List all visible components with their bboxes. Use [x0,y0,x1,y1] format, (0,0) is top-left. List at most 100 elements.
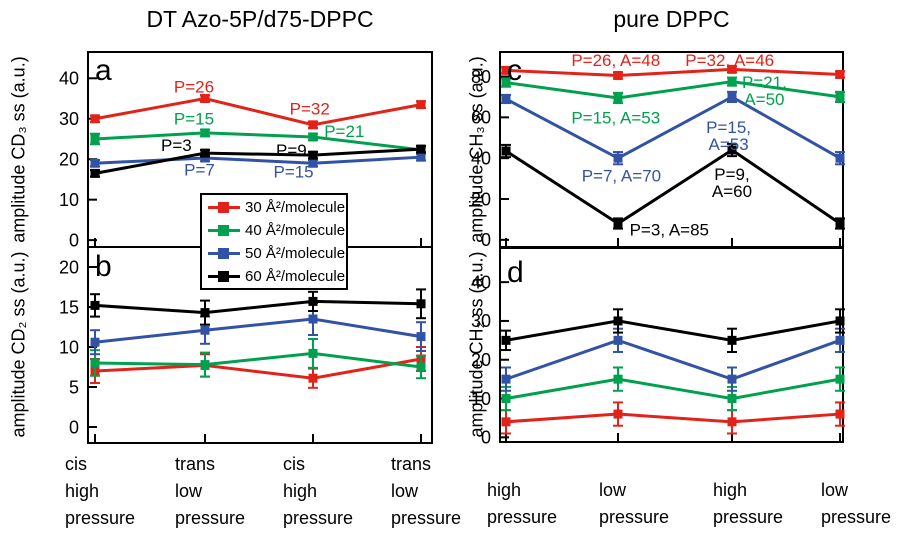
data-marker [200,308,210,318]
data-marker [200,148,210,158]
x-category-label: low pressure [821,480,892,527]
legend-item: 50 Å²/molecule [208,242,346,264]
legend-box: 30 Å²/molecule 40 Å²/molecule 50 Å²/molecu… [200,193,348,290]
data-marker [835,69,845,79]
series-40-molecule [501,366,845,412]
y-axis-label-panel-d: amplitude CH₂ ss (a.u.) [466,251,487,438]
y-axis-label-panel-b: amplitude CD₂ ss (a.u.) [8,251,29,438]
y-tick-label: 10 [471,389,491,409]
panel-a: 0 10 20 30 40 P=26 P=15 P=3 P=9 P=32 P=21 P=7 P=15 [59,51,433,250]
data-marker [501,94,511,104]
data-marker [416,144,426,154]
point-annotation: P=15 [174,110,214,129]
y-tick-label: 0 [481,230,491,250]
data-marker [501,65,511,75]
panel-frame [499,51,844,248]
series-50-molecule [501,327,845,392]
x-category-label: high pressure [713,480,784,527]
data-line [505,67,841,77]
data-marker [200,128,210,138]
legend-marker-icon [208,244,240,262]
data-marker [200,360,210,370]
series-30-molecule [90,94,426,130]
data-marker [727,394,737,404]
legend-item: 40 Å²/molecule [208,219,346,241]
data-marker [501,394,511,404]
data-marker [835,316,845,326]
legend-square [218,225,229,236]
panel-d: 0 10 20 30 40 [471,247,845,448]
data-line [505,148,841,226]
left-column-title: DT Azo-5P/d75-DPPC [146,6,374,32]
data-line [94,147,422,175]
legend-label: 30 Å²/molecule [245,198,346,216]
point-annotation: P=26, A=48 [571,51,660,70]
series-30-molecule [501,401,845,435]
data-line [505,377,841,401]
y-tick-label: 30 [471,311,491,331]
data-marker [835,153,845,163]
series-40-molecule [90,338,426,380]
x-category-label: trans low pressure [391,454,462,528]
series-60-molecule [90,288,426,326]
point-annotation: P=15, [706,118,751,137]
data-marker [90,114,100,124]
y-tick-label: 0 [481,428,491,448]
legend-item: 30 Å²/molecule [208,196,346,218]
data-marker [501,146,511,156]
y-tick-label: 20 [59,150,79,170]
point-annotation: P=15, A=53 [571,108,660,127]
data-line [94,317,422,344]
y-tick-label: 20 [471,350,491,370]
data-marker [613,335,623,345]
point-annotation: A=60 [712,182,752,201]
data-line [505,338,841,381]
data-marker [727,64,737,74]
point-annotation: P=21, [742,73,787,92]
panel-c: 0 20 40 60 80 P=26, A=48 P=32, A=46 P=15, A=53 P… [471,51,845,250]
y-tick-label: 80 [471,67,491,87]
point-annotation: P=7 [184,160,215,179]
data-marker [727,417,737,427]
y-tick-label: 10 [59,337,79,357]
data-marker [308,373,318,383]
data-marker [501,78,511,88]
x-category-label: cis high pressure [65,454,136,528]
legend-item: 60 Å²/molecule [208,265,346,287]
y-tick-label: 20 [59,257,79,277]
series-50-molecule [501,90,845,166]
point-annotation: P=7, A=70 [582,166,661,185]
y-tick-label: 5 [69,377,79,397]
panel-letter-a: a [95,54,112,87]
point-annotation: A=53 [708,135,748,154]
series-40-molecule [501,76,845,105]
data-marker [727,92,737,102]
data-line [94,357,422,380]
data-marker [308,158,318,168]
data-marker [613,219,623,229]
legend-square [218,202,229,213]
x-category-label: cis high pressure [283,454,354,528]
data-marker [501,417,511,427]
data-marker [416,332,426,342]
legend-label: 40 Å²/molecule [245,221,346,239]
series-60-molecule [90,144,426,178]
data-marker [416,100,426,110]
x-category-label: high pressure [487,480,558,527]
data-marker [200,94,210,104]
series-60-molecule [501,142,845,230]
data-marker [835,335,845,345]
data-marker [835,92,845,102]
data-marker [90,134,100,144]
point-annotation: A=50 [744,90,784,109]
data-marker [90,337,100,347]
point-annotation: P=32 [290,100,330,119]
data-marker [613,70,623,80]
point-annotation: P=32, A=46 [685,51,774,70]
legend-marker-icon [208,221,240,239]
data-line [505,319,841,342]
panel-letter-c: c [507,54,522,87]
data-marker [308,150,318,160]
data-marker [727,145,737,155]
